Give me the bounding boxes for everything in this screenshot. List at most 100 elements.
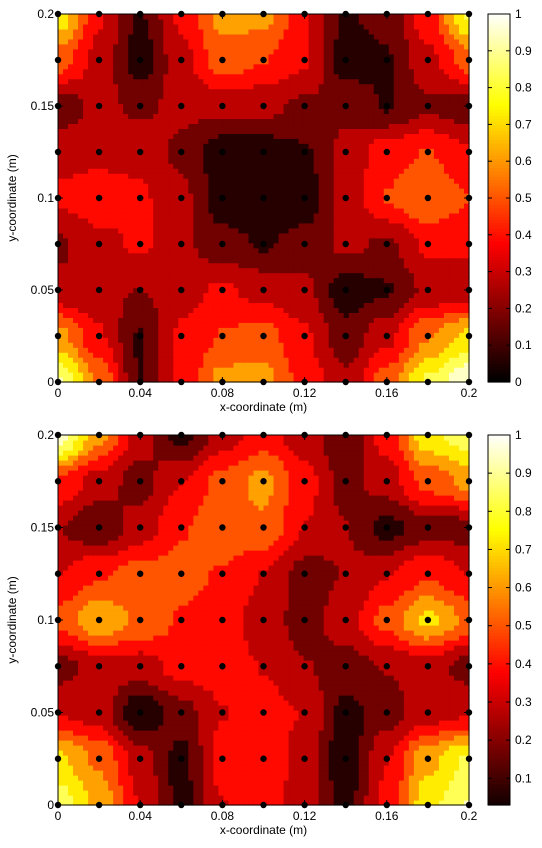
contour-cell [428,282,435,289]
contour-cell [108,377,114,383]
contour-cell [113,377,119,383]
contour-cell [303,252,310,259]
contour-cell [338,267,345,274]
contour-cell [168,193,174,199]
contour-cell [368,103,375,110]
contour-cell [198,173,204,179]
contour-cell [153,342,159,348]
contour-cell [98,267,104,274]
contour-cell [258,312,265,318]
contour-cell [313,262,320,269]
contour-cell [423,327,430,333]
contour-cell [228,337,235,343]
contour-cell [453,287,460,294]
contour-cell [398,83,405,90]
contour-cell [263,113,270,120]
contour-cell [248,267,255,274]
contour-cell [178,262,184,269]
contour-cell [88,242,94,249]
contour-cell [103,377,109,383]
contour-cell [218,277,224,284]
contour-cell [318,347,325,353]
contour-cell [343,262,350,269]
contour-cell [438,103,445,110]
contour-cell [73,247,79,254]
contour-cell [158,327,164,333]
contour-cell [168,158,174,164]
contour-cell [168,312,174,318]
contour-cell [368,312,375,318]
contour-cell [93,83,99,90]
contour-cell [73,158,79,164]
contour-cell [398,113,405,120]
contour-cell [438,322,445,328]
contour-cell [403,347,410,353]
contour-cell [73,188,79,194]
contour-cell [198,272,204,279]
contour-cell [413,347,420,353]
contour-cell [213,202,219,209]
contour-cell [128,108,134,115]
contour-cell [363,113,370,120]
contour-cell [418,342,425,348]
contour-cell [408,217,415,224]
contour-cell [253,267,260,274]
contour-cell [143,377,149,383]
contour-cell [433,332,440,338]
contour-cell [348,128,355,134]
contour-cell [133,372,139,378]
contour-cell [403,133,410,139]
contour-cell [133,168,139,174]
contour-cell [458,188,465,194]
contour-cell [333,103,340,110]
contour-cell [383,183,390,189]
contour-cell [373,352,380,358]
contour-cell [168,212,174,219]
contour-cell [403,168,410,174]
contour-cell [318,217,325,224]
contour-cell [318,352,325,358]
contour-cell [68,78,74,85]
contour-cell [423,163,430,169]
contour-cell [198,352,204,358]
contour-cell [118,222,124,229]
contour-cell [238,113,245,120]
contour-cell [118,242,124,249]
contour-cell [293,118,300,124]
contour-cell [203,277,209,284]
contour-cell [363,103,370,110]
contour-cell [298,297,305,304]
contour-cell [308,297,315,304]
contour-cell [403,207,410,214]
contour-cell [453,282,460,289]
contour-cell [273,302,280,308]
contour-cell [168,168,174,174]
contour-cell [263,322,270,328]
contour-cell [288,173,295,179]
contour-cell [113,372,119,378]
contour-cell [338,123,345,129]
contour-cell [433,93,440,100]
contour-cell [118,247,124,254]
contour-cell [293,287,300,294]
contour-cell [158,232,164,239]
contour-cell [278,98,285,105]
contour-cell [108,163,114,169]
contour-cell [268,118,275,124]
contour-cell [438,282,445,289]
contour-cell [378,148,385,154]
contour-cell [338,277,345,284]
contour-cell [103,352,109,358]
contour-cell [233,128,240,134]
contour-cell [378,178,385,184]
contour-cell [83,252,89,259]
contour-cell [93,377,99,383]
contour-cell [463,312,470,318]
contour-cell [303,178,310,184]
contour-cell [88,327,94,333]
contour-cell [353,357,360,363]
contour-cell [408,377,415,383]
contour-cell [303,312,310,318]
contour-cell [133,307,139,313]
contour-cell [378,347,385,353]
